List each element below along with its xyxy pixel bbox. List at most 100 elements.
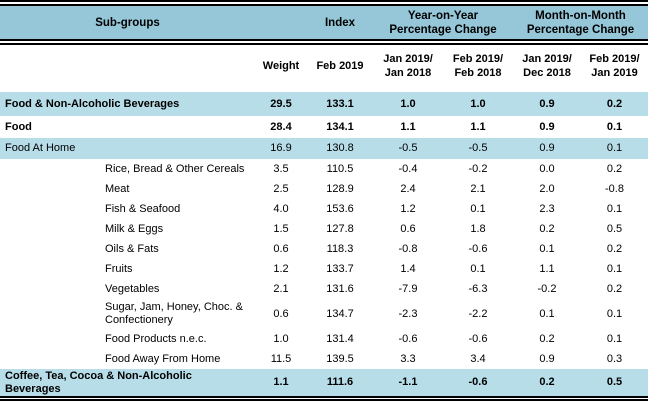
mom-group-line2: Percentage Change bbox=[526, 23, 635, 36]
table-row: Food Away From Home 11.5 139.5 3.3 3.4 0… bbox=[0, 349, 648, 369]
row-label: Food At Home bbox=[5, 142, 76, 154]
index-header: Index bbox=[307, 6, 373, 39]
mom-feb-value: 0.1 bbox=[581, 138, 648, 159]
row-label: Vegetables bbox=[105, 282, 160, 295]
mom-feb-value: 0.3 bbox=[606, 352, 623, 365]
row-label: Coffee, Tea, Cocoa & Non-Alcoholic Bever… bbox=[5, 369, 192, 395]
weight-header: Weight bbox=[255, 45, 307, 86]
weight-value: 2.5 bbox=[273, 182, 289, 195]
table-row: Rice, Bread & Other Cereals 3.5 110.5 -0… bbox=[0, 159, 648, 179]
row-label: Food Away From Home bbox=[105, 352, 221, 365]
yoy-group-line2: Percentage Change bbox=[389, 23, 497, 36]
yoy-jan-value: -2.3 bbox=[398, 307, 418, 320]
yoy-group-header: Year-on-Year Percentage Change bbox=[373, 6, 513, 39]
index-value: 139.5 bbox=[326, 352, 354, 365]
row-label: Milk & Eggs bbox=[105, 222, 164, 235]
row-label: Fish & Seafood bbox=[105, 202, 181, 215]
mom-feb-value: 0.1 bbox=[606, 332, 623, 345]
yoy-jan-header: Jan 2019/ Jan 2018 bbox=[373, 45, 443, 86]
yoy-group-line1: Year-on-Year bbox=[407, 9, 479, 22]
yoy-jan-value: 1.4 bbox=[400, 262, 416, 275]
yoy-feb-value: -0.6 bbox=[468, 332, 488, 345]
index-value: 153.6 bbox=[326, 202, 354, 215]
row-label: Sugar, Jam, Honey, Choc. & Confectionery bbox=[105, 301, 243, 326]
mom-feb-value: 0.2 bbox=[606, 242, 623, 255]
yoy-feb-value: -0.2 bbox=[468, 162, 488, 175]
yoy-jan-value: -7.9 bbox=[398, 282, 418, 295]
header-data-gap bbox=[0, 86, 648, 92]
empty-header-cell bbox=[0, 45, 255, 86]
mom-jan-value: 0.9 bbox=[539, 120, 555, 133]
yoy-feb-value: 0.1 bbox=[470, 202, 486, 215]
bottom-double-rule bbox=[0, 396, 648, 401]
mom-feb-value: 0.2 bbox=[606, 282, 623, 295]
index-value: 131.6 bbox=[326, 282, 354, 295]
index-value: 130.8 bbox=[307, 138, 373, 159]
row-label: Rice, Bread & Other Cereals bbox=[105, 162, 245, 175]
weight-value: 29.5 bbox=[255, 92, 307, 116]
yoy-feb-header: Feb 2019/ Feb 2018 bbox=[443, 45, 513, 86]
row-label: Fruits bbox=[105, 262, 133, 275]
row-label: Oils & Fats bbox=[105, 242, 159, 255]
table-row: Fruits 1.2 133.7 1.4 0.1 1.1 0.1 bbox=[0, 259, 648, 279]
index-value: 111.6 bbox=[307, 369, 373, 396]
index-value: 133.1 bbox=[307, 92, 373, 116]
yoy-jan-value: -0.6 bbox=[398, 332, 418, 345]
mom-jan-value: 0.1 bbox=[539, 242, 555, 255]
table-row: Sugar, Jam, Honey, Choc. & Confectionery… bbox=[0, 299, 648, 329]
mom-jan-value: -0.2 bbox=[537, 282, 557, 295]
mom-jan-value: 0.0 bbox=[539, 162, 555, 175]
row-label: Food & Non-Alcoholic Beverages bbox=[5, 97, 180, 110]
empty-header-cell bbox=[255, 6, 307, 39]
index-value: 128.9 bbox=[326, 182, 354, 195]
weight-value: 2.1 bbox=[273, 282, 289, 295]
mom-jan-value: 2.3 bbox=[539, 202, 555, 215]
row-label: Meat bbox=[105, 182, 130, 195]
subgroups-header: Sub-groups bbox=[0, 6, 255, 39]
mom-feb-value: 0.1 bbox=[606, 120, 623, 133]
table-row: Coffee, Tea, Cocoa & Non-Alcoholic Bever… bbox=[0, 369, 648, 396]
weight-value: 11.5 bbox=[270, 352, 292, 365]
mom-feb-value: 0.1 bbox=[606, 202, 623, 215]
mom-jan-value: 0.2 bbox=[539, 332, 555, 345]
yoy-feb-value: 1.0 bbox=[443, 92, 513, 116]
index-value: 133.7 bbox=[326, 262, 354, 275]
table-row: Milk & Eggs 1.5 127.8 0.6 1.8 0.2 0.5 bbox=[0, 219, 648, 239]
yoy-feb-value: -0.6 bbox=[443, 369, 513, 396]
weight-value: 1.0 bbox=[273, 332, 289, 345]
row-label: Food bbox=[5, 120, 32, 133]
index-value: 134.1 bbox=[326, 120, 354, 133]
table-row: Food & Non-Alcoholic Beverages 29.5 133.… bbox=[0, 92, 648, 116]
mom-jan-value: 0.9 bbox=[539, 352, 555, 365]
yoy-jan-value: 3.3 bbox=[400, 352, 416, 365]
weight-value: 1.5 bbox=[273, 222, 289, 235]
mom-feb-value: 0.5 bbox=[581, 369, 648, 396]
index-period-header: Feb 2019 bbox=[307, 45, 373, 86]
yoy-feb-value: 1.1 bbox=[470, 120, 486, 133]
yoy-feb-value: -2.2 bbox=[468, 307, 488, 320]
yoy-jan-value: 1.0 bbox=[373, 92, 443, 116]
yoy-jan-value: -1.1 bbox=[373, 369, 443, 396]
index-value: 134.7 bbox=[326, 307, 354, 320]
row-label: Food Products n.e.c. bbox=[105, 332, 207, 345]
yoy-jan-value: 2.4 bbox=[400, 182, 416, 195]
weight-value: 4.0 bbox=[273, 202, 289, 215]
mom-feb-value: 0.5 bbox=[606, 222, 623, 235]
mom-feb-value: 0.1 bbox=[606, 262, 623, 275]
mom-feb-value: -0.8 bbox=[605, 182, 624, 195]
mom-jan-value: 0.1 bbox=[539, 307, 555, 320]
yoy-jan-value: 0.6 bbox=[400, 222, 416, 235]
weight-value: 3.5 bbox=[273, 162, 289, 175]
header-double-rule bbox=[0, 39, 648, 45]
index-value: 131.4 bbox=[326, 332, 354, 345]
mom-feb-value: 0.2 bbox=[581, 92, 648, 116]
table-row: Fish & Seafood 4.0 153.6 1.2 0.1 2.3 0.1 bbox=[0, 199, 648, 219]
weight-value: 28.4 bbox=[270, 120, 292, 133]
mom-jan-value: 1.1 bbox=[539, 262, 555, 275]
yoy-feb-value: 3.4 bbox=[470, 352, 486, 365]
table-row: Food Products n.e.c. 1.0 131.4 -0.6 -0.6… bbox=[0, 329, 648, 349]
table-row: Food At Home 16.9 130.8 -0.5 -0.5 0.9 0.… bbox=[0, 138, 648, 159]
weight-value: 16.9 bbox=[255, 138, 307, 159]
index-value: 118.3 bbox=[326, 242, 354, 255]
